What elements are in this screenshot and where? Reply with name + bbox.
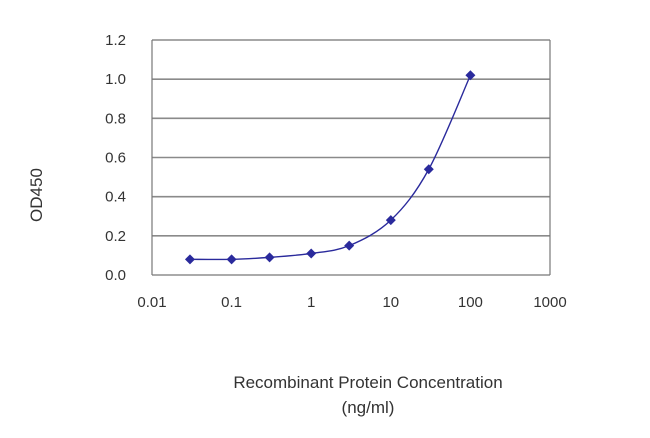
data-point: [344, 240, 355, 251]
data-point: [184, 254, 195, 265]
y-axis-title: OD450: [27, 168, 46, 222]
x-tick-label: 100: [458, 294, 483, 311]
data-point: [264, 252, 275, 263]
grid: [152, 39, 550, 237]
x-tick-label: 1: [307, 294, 315, 311]
x-tick-label: 1000: [533, 294, 566, 311]
x-tick-label: 0.1: [221, 294, 242, 311]
y-tick-label: 0.2: [105, 228, 126, 245]
data-point: [423, 164, 434, 175]
plot-frame: [151, 40, 551, 276]
x-axis-title: Recombinant Protein Concentration: [233, 373, 502, 392]
data-point: [385, 215, 396, 226]
data-point: [226, 254, 237, 265]
x-tick-label: 0.01: [137, 294, 166, 311]
y-tick-label: 1.0: [105, 71, 126, 88]
y-tick-label: 0.0: [105, 267, 126, 284]
x-axis-unit: (ng/ml): [342, 398, 395, 417]
series-layer: [184, 70, 476, 265]
tick-labels: 0.0 0.2 0.4 0.6 0.8 1.0 1.2 0.01 0.1 1 10 100 1000: [105, 32, 567, 311]
x-tick-label: 10: [382, 294, 399, 311]
data-point: [465, 70, 476, 81]
y-tick-label: 0.8: [105, 110, 126, 127]
y-tick-label: 1.2: [105, 32, 126, 49]
y-tick-label: 0.4: [105, 189, 126, 206]
y-tick-label: 0.6: [105, 150, 126, 167]
data-point: [306, 248, 317, 259]
